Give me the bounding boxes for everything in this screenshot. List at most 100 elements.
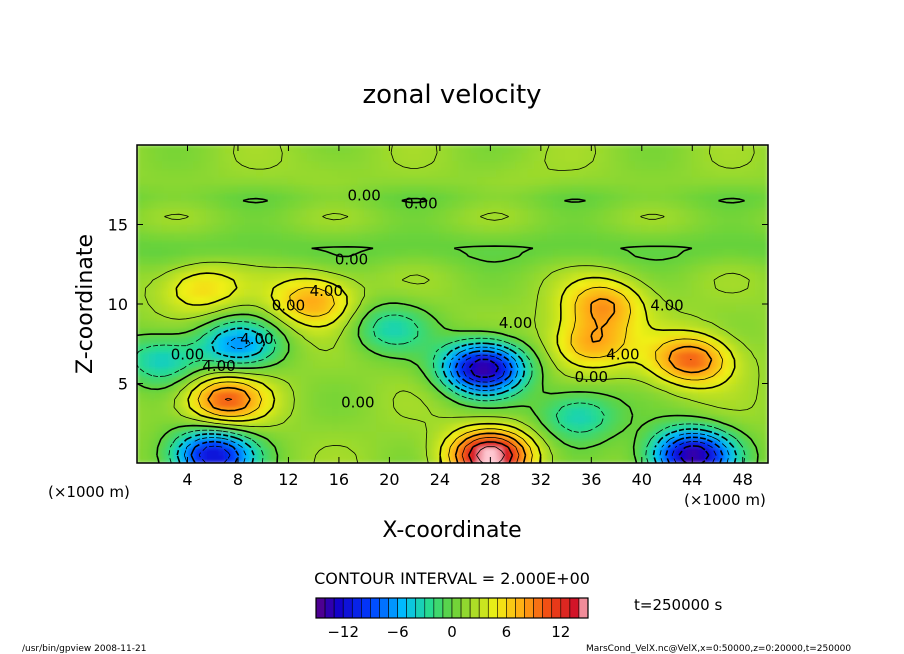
heatmap-cell (142, 271, 151, 281)
heatmap-cell (698, 295, 706, 305)
heatmap-cell (439, 152, 447, 162)
heatmap-cell (174, 192, 182, 202)
heatmap-cell (458, 208, 466, 218)
heatmap-cell (407, 319, 416, 329)
heatmap-cell (193, 224, 201, 233)
heatmap-cell (155, 160, 163, 170)
heatmap-cell (742, 271, 750, 281)
contour-line (224, 359, 692, 463)
heatmap-cell (489, 263, 498, 273)
heatmap-cell (717, 383, 725, 392)
heatmap-cell (634, 224, 643, 233)
heatmap-cell (275, 160, 283, 170)
heatmap-cell (723, 239, 731, 249)
heatmap-cell (338, 192, 346, 202)
heatmap-cell (761, 224, 768, 233)
heatmap-cell (515, 216, 523, 225)
heatmap-cell (515, 446, 523, 456)
heatmap-cell (754, 430, 763, 440)
heatmap-cell (666, 160, 674, 170)
heatmap-cell (477, 351, 485, 361)
heatmap-cell (218, 454, 226, 463)
heatmap-cell (351, 438, 359, 448)
heatmap-cell (458, 343, 466, 353)
heatmap-cell (155, 303, 163, 313)
heatmap-cell (212, 152, 220, 162)
heatmap-cell (464, 438, 472, 448)
heatmap-cell (137, 319, 144, 329)
heatmap-cell (704, 422, 712, 432)
heatmap-cell (698, 184, 706, 194)
heatmap-cell (748, 263, 756, 273)
heatmap-cell (477, 303, 485, 313)
heatmap-cell (243, 231, 252, 241)
heatmap-cell (704, 454, 712, 463)
heatmap-cell (237, 319, 245, 329)
heatmap-cell (742, 319, 750, 329)
heatmap-cell (231, 319, 239, 329)
heatmap-cell (571, 168, 580, 178)
heatmap-cell (502, 208, 510, 218)
heatmap-cell (729, 192, 737, 202)
heatmap-cell (628, 224, 636, 233)
heatmap-cell (754, 311, 763, 321)
heatmap-cell (161, 398, 170, 408)
heatmap-cell (168, 295, 176, 305)
heatmap-cell (571, 295, 580, 305)
heatmap-cell (559, 454, 567, 463)
heatmap-cell (691, 383, 700, 392)
heatmap-cell (603, 263, 611, 273)
heatmap-cell (319, 375, 327, 384)
heatmap-cell (363, 279, 371, 289)
heatmap-cell (439, 414, 447, 424)
heatmap-cell (250, 343, 258, 353)
heatmap-cell (534, 295, 542, 305)
heatmap-cell (622, 184, 630, 194)
heatmap-cell (224, 200, 233, 210)
heatmap-cell (616, 184, 624, 194)
heatmap-cell (137, 192, 144, 202)
heatmap-cell (382, 145, 390, 154)
heatmap-cell (388, 422, 397, 432)
heatmap-cell (597, 367, 605, 377)
heatmap-cell (180, 398, 188, 408)
heatmap-cell (496, 383, 504, 392)
heatmap-cell (338, 247, 346, 257)
heatmap-cell (660, 406, 668, 416)
heatmap-cell (622, 335, 630, 345)
heatmap-cell (483, 208, 491, 218)
heatmap-cell (256, 192, 264, 202)
heatmap-cell (590, 383, 599, 392)
heatmap-cell (407, 279, 416, 289)
heatmap-cell (534, 351, 542, 361)
heatmap-cell (357, 414, 365, 424)
heatmap-cell (452, 335, 460, 345)
heatmap-cell (180, 239, 188, 249)
heatmap-cell (369, 239, 378, 249)
heatmap-cell (168, 438, 176, 448)
heatmap-cell (496, 295, 504, 305)
heatmap-cell (168, 319, 176, 329)
heatmap-cell (717, 311, 725, 321)
heatmap-cell (426, 327, 435, 337)
heatmap-cell (666, 367, 674, 377)
heatmap-cell (647, 287, 655, 297)
heatmap-cell (231, 430, 239, 440)
heatmap-cell (748, 454, 756, 463)
heatmap-cell (489, 224, 498, 233)
heatmap-cell (199, 398, 207, 408)
heatmap-cell (565, 216, 573, 225)
heatmap-cell (212, 216, 220, 225)
heatmap-cell (325, 200, 334, 210)
contour-label: 4.00 (240, 330, 273, 348)
heatmap-cell (445, 406, 453, 416)
heatmap-cell (584, 192, 592, 202)
heatmap-cell (622, 454, 630, 463)
heatmap-cell (552, 430, 561, 440)
heatmap-cell (597, 446, 605, 456)
heatmap-cell (256, 279, 264, 289)
heatmap-cell (155, 192, 163, 202)
heatmap-cell (168, 430, 176, 440)
heatmap-cell (641, 383, 649, 392)
heatmap-cell (376, 263, 384, 273)
